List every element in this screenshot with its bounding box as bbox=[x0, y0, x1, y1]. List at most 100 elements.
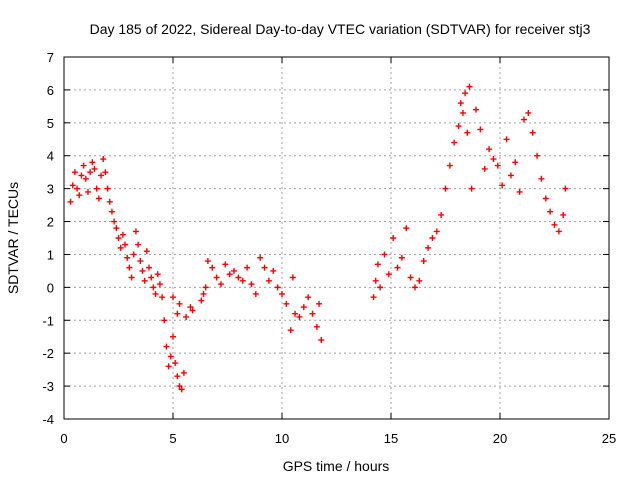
data-point bbox=[128, 274, 135, 281]
data-point bbox=[411, 284, 418, 291]
data-point bbox=[562, 185, 569, 192]
data-point bbox=[139, 267, 146, 274]
data-point bbox=[318, 337, 325, 344]
data-point bbox=[257, 254, 264, 261]
data-point bbox=[174, 310, 181, 317]
data-point bbox=[165, 363, 172, 370]
x-axis-label: GPS time / hours bbox=[283, 458, 390, 474]
data-point bbox=[146, 264, 153, 271]
data-point bbox=[442, 185, 449, 192]
data-point bbox=[119, 231, 126, 238]
data-point bbox=[512, 159, 519, 166]
data-point bbox=[135, 241, 142, 248]
data-point bbox=[292, 310, 299, 317]
data-point bbox=[239, 277, 246, 284]
data-point bbox=[494, 162, 501, 169]
data-point bbox=[316, 300, 323, 307]
data-point bbox=[248, 281, 255, 288]
data-point bbox=[385, 271, 392, 278]
data-point bbox=[170, 333, 176, 340]
data-point bbox=[102, 169, 109, 176]
data-point bbox=[152, 290, 159, 297]
data-point bbox=[451, 139, 458, 146]
data-point bbox=[466, 83, 473, 90]
data-point bbox=[156, 281, 163, 288]
data-point bbox=[178, 386, 185, 393]
data-points bbox=[67, 83, 569, 393]
data-point bbox=[172, 360, 179, 367]
data-point bbox=[170, 294, 176, 301]
x-tick-label: 15 bbox=[384, 431, 398, 446]
data-point bbox=[407, 274, 414, 281]
data-point bbox=[209, 264, 216, 271]
data-point bbox=[217, 281, 224, 288]
chart-title: Day 185 of 2022, Sidereal Day-to-day VTE… bbox=[90, 21, 591, 37]
data-point bbox=[252, 290, 259, 297]
data-point bbox=[270, 267, 277, 274]
data-point bbox=[429, 235, 436, 241]
data-point bbox=[507, 172, 514, 179]
data-point bbox=[115, 235, 122, 241]
data-point bbox=[464, 129, 471, 136]
data-point bbox=[468, 185, 475, 192]
data-point bbox=[78, 172, 85, 179]
data-point bbox=[309, 310, 316, 317]
data-point bbox=[398, 254, 405, 261]
data-point bbox=[433, 228, 440, 235]
data-point bbox=[265, 277, 272, 284]
data-point bbox=[534, 152, 541, 159]
data-point bbox=[226, 271, 233, 278]
data-point bbox=[76, 192, 83, 199]
axis-ticks bbox=[63, 56, 610, 420]
data-point bbox=[287, 327, 294, 334]
data-point bbox=[390, 235, 397, 241]
data-point bbox=[457, 100, 464, 107]
data-point bbox=[370, 294, 377, 301]
data-point bbox=[176, 300, 183, 307]
data-point bbox=[137, 258, 144, 265]
data-point bbox=[538, 175, 545, 182]
data-point bbox=[69, 182, 76, 189]
data-point bbox=[98, 172, 105, 179]
data-point bbox=[130, 251, 137, 258]
data-point bbox=[525, 109, 532, 116]
y-tick-label: 4 bbox=[47, 149, 54, 164]
data-point bbox=[296, 313, 303, 320]
data-point bbox=[438, 211, 445, 218]
data-point bbox=[159, 294, 166, 301]
data-point bbox=[148, 274, 155, 281]
data-point bbox=[551, 221, 558, 228]
plot-frame bbox=[63, 56, 610, 420]
data-point bbox=[279, 290, 285, 297]
data-point bbox=[289, 274, 296, 281]
data-point bbox=[499, 182, 506, 189]
data-point bbox=[124, 254, 131, 261]
data-point bbox=[486, 146, 493, 153]
data-point bbox=[416, 277, 423, 284]
data-point bbox=[143, 248, 150, 255]
data-point bbox=[176, 383, 183, 390]
data-point bbox=[372, 277, 379, 284]
y-tick-label: 5 bbox=[47, 116, 54, 131]
x-tick-label: 0 bbox=[60, 431, 67, 446]
y-tick-label: -4 bbox=[42, 412, 54, 427]
data-point bbox=[462, 90, 469, 97]
data-point bbox=[420, 258, 427, 265]
data-point bbox=[141, 277, 148, 284]
data-point bbox=[174, 373, 181, 380]
data-point bbox=[490, 156, 497, 163]
axis-tick-labels: 0 5 10 15 20 25 -4 -3 -2 -1 0 1 2 3 4 5 6 7 bbox=[42, 50, 616, 446]
data-point bbox=[161, 317, 168, 324]
y-tick-label: 3 bbox=[47, 182, 54, 197]
data-point bbox=[74, 185, 81, 192]
data-point bbox=[150, 284, 157, 291]
data-point bbox=[189, 307, 196, 314]
data-point bbox=[204, 258, 211, 265]
data-point bbox=[91, 165, 98, 172]
data-point bbox=[82, 175, 89, 182]
data-point bbox=[100, 156, 107, 163]
data-point bbox=[104, 185, 111, 192]
data-point bbox=[459, 109, 466, 116]
data-point bbox=[67, 198, 74, 205]
